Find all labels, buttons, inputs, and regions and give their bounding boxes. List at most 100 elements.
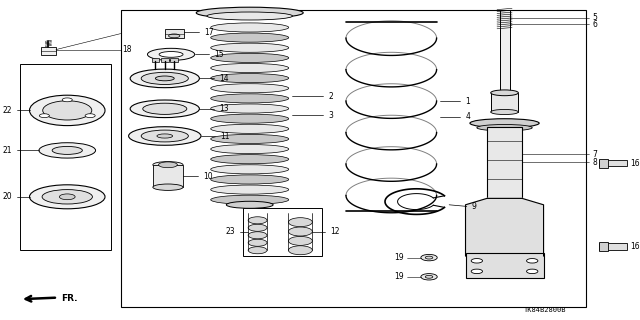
Ellipse shape: [129, 127, 201, 145]
Ellipse shape: [130, 69, 200, 88]
Bar: [599, 159, 608, 168]
Ellipse shape: [211, 114, 289, 123]
Ellipse shape: [156, 76, 174, 81]
Bar: [164, 29, 184, 38]
Ellipse shape: [248, 239, 267, 246]
Text: 13: 13: [219, 104, 228, 113]
Text: 19: 19: [394, 272, 404, 281]
Ellipse shape: [211, 63, 289, 73]
Text: 5: 5: [593, 13, 598, 22]
Text: 6: 6: [593, 20, 598, 28]
Ellipse shape: [248, 224, 267, 231]
Ellipse shape: [289, 236, 312, 245]
Ellipse shape: [43, 101, 92, 120]
Ellipse shape: [211, 33, 289, 42]
Ellipse shape: [421, 254, 437, 261]
Ellipse shape: [85, 114, 95, 117]
Ellipse shape: [471, 259, 483, 263]
Ellipse shape: [29, 185, 105, 209]
Ellipse shape: [425, 275, 433, 278]
Ellipse shape: [159, 162, 177, 168]
Text: 16: 16: [630, 242, 640, 251]
Ellipse shape: [289, 227, 312, 236]
Ellipse shape: [211, 175, 289, 184]
Ellipse shape: [207, 12, 292, 20]
Bar: [153, 165, 183, 187]
Text: 2: 2: [328, 92, 333, 100]
Ellipse shape: [143, 103, 187, 115]
Text: 18: 18: [122, 45, 131, 54]
Ellipse shape: [527, 269, 538, 274]
Bar: [41, 47, 56, 55]
Ellipse shape: [227, 201, 273, 208]
Bar: [152, 58, 159, 62]
Ellipse shape: [248, 217, 267, 224]
Ellipse shape: [141, 130, 188, 142]
Ellipse shape: [62, 98, 72, 102]
Ellipse shape: [289, 246, 312, 255]
Bar: [491, 93, 518, 112]
Ellipse shape: [159, 52, 183, 57]
Ellipse shape: [421, 274, 437, 280]
Ellipse shape: [141, 72, 188, 84]
Text: 19: 19: [394, 253, 404, 262]
Text: TK84B2800B: TK84B2800B: [524, 308, 566, 313]
Ellipse shape: [168, 34, 180, 38]
Bar: [243, 208, 322, 256]
Ellipse shape: [60, 194, 75, 200]
Ellipse shape: [42, 189, 92, 204]
Ellipse shape: [289, 218, 312, 227]
Text: 12: 12: [330, 227, 340, 236]
Ellipse shape: [39, 114, 49, 117]
Ellipse shape: [527, 259, 538, 263]
Text: 1: 1: [465, 97, 470, 106]
Text: 8: 8: [593, 158, 597, 167]
Text: 9: 9: [472, 202, 477, 211]
Bar: [487, 127, 522, 198]
Ellipse shape: [211, 155, 289, 164]
Ellipse shape: [130, 100, 200, 118]
Ellipse shape: [211, 124, 289, 133]
Polygon shape: [465, 198, 543, 256]
Ellipse shape: [248, 232, 267, 239]
Text: 21: 21: [3, 146, 12, 155]
Ellipse shape: [470, 119, 539, 128]
Text: 14: 14: [219, 74, 228, 83]
Ellipse shape: [211, 43, 289, 52]
Text: FR.: FR.: [61, 294, 77, 303]
Bar: [599, 243, 627, 250]
Ellipse shape: [211, 84, 289, 93]
Bar: [20, 64, 111, 250]
Text: 4: 4: [465, 112, 470, 121]
Ellipse shape: [471, 269, 483, 274]
Ellipse shape: [211, 145, 289, 154]
Ellipse shape: [211, 195, 289, 204]
Bar: [161, 58, 168, 62]
Text: 11: 11: [220, 132, 230, 140]
Ellipse shape: [157, 134, 173, 138]
Ellipse shape: [211, 53, 289, 62]
Bar: [121, 10, 586, 307]
Bar: [599, 242, 608, 251]
Ellipse shape: [211, 74, 289, 83]
Text: 22: 22: [3, 106, 12, 115]
Ellipse shape: [491, 90, 518, 96]
Ellipse shape: [477, 124, 532, 131]
Ellipse shape: [211, 165, 289, 174]
Ellipse shape: [29, 95, 105, 126]
Bar: [599, 160, 627, 166]
Text: 20: 20: [3, 192, 12, 201]
Ellipse shape: [425, 256, 433, 259]
Ellipse shape: [211, 104, 289, 113]
Text: 23: 23: [226, 227, 236, 236]
Bar: [465, 253, 543, 278]
Ellipse shape: [52, 147, 83, 155]
Text: 10: 10: [203, 172, 212, 180]
Ellipse shape: [147, 48, 195, 60]
Ellipse shape: [211, 185, 289, 194]
Ellipse shape: [196, 7, 303, 19]
Ellipse shape: [211, 134, 289, 143]
Text: 16: 16: [630, 159, 640, 168]
Text: 17: 17: [204, 28, 214, 36]
Ellipse shape: [153, 184, 183, 190]
